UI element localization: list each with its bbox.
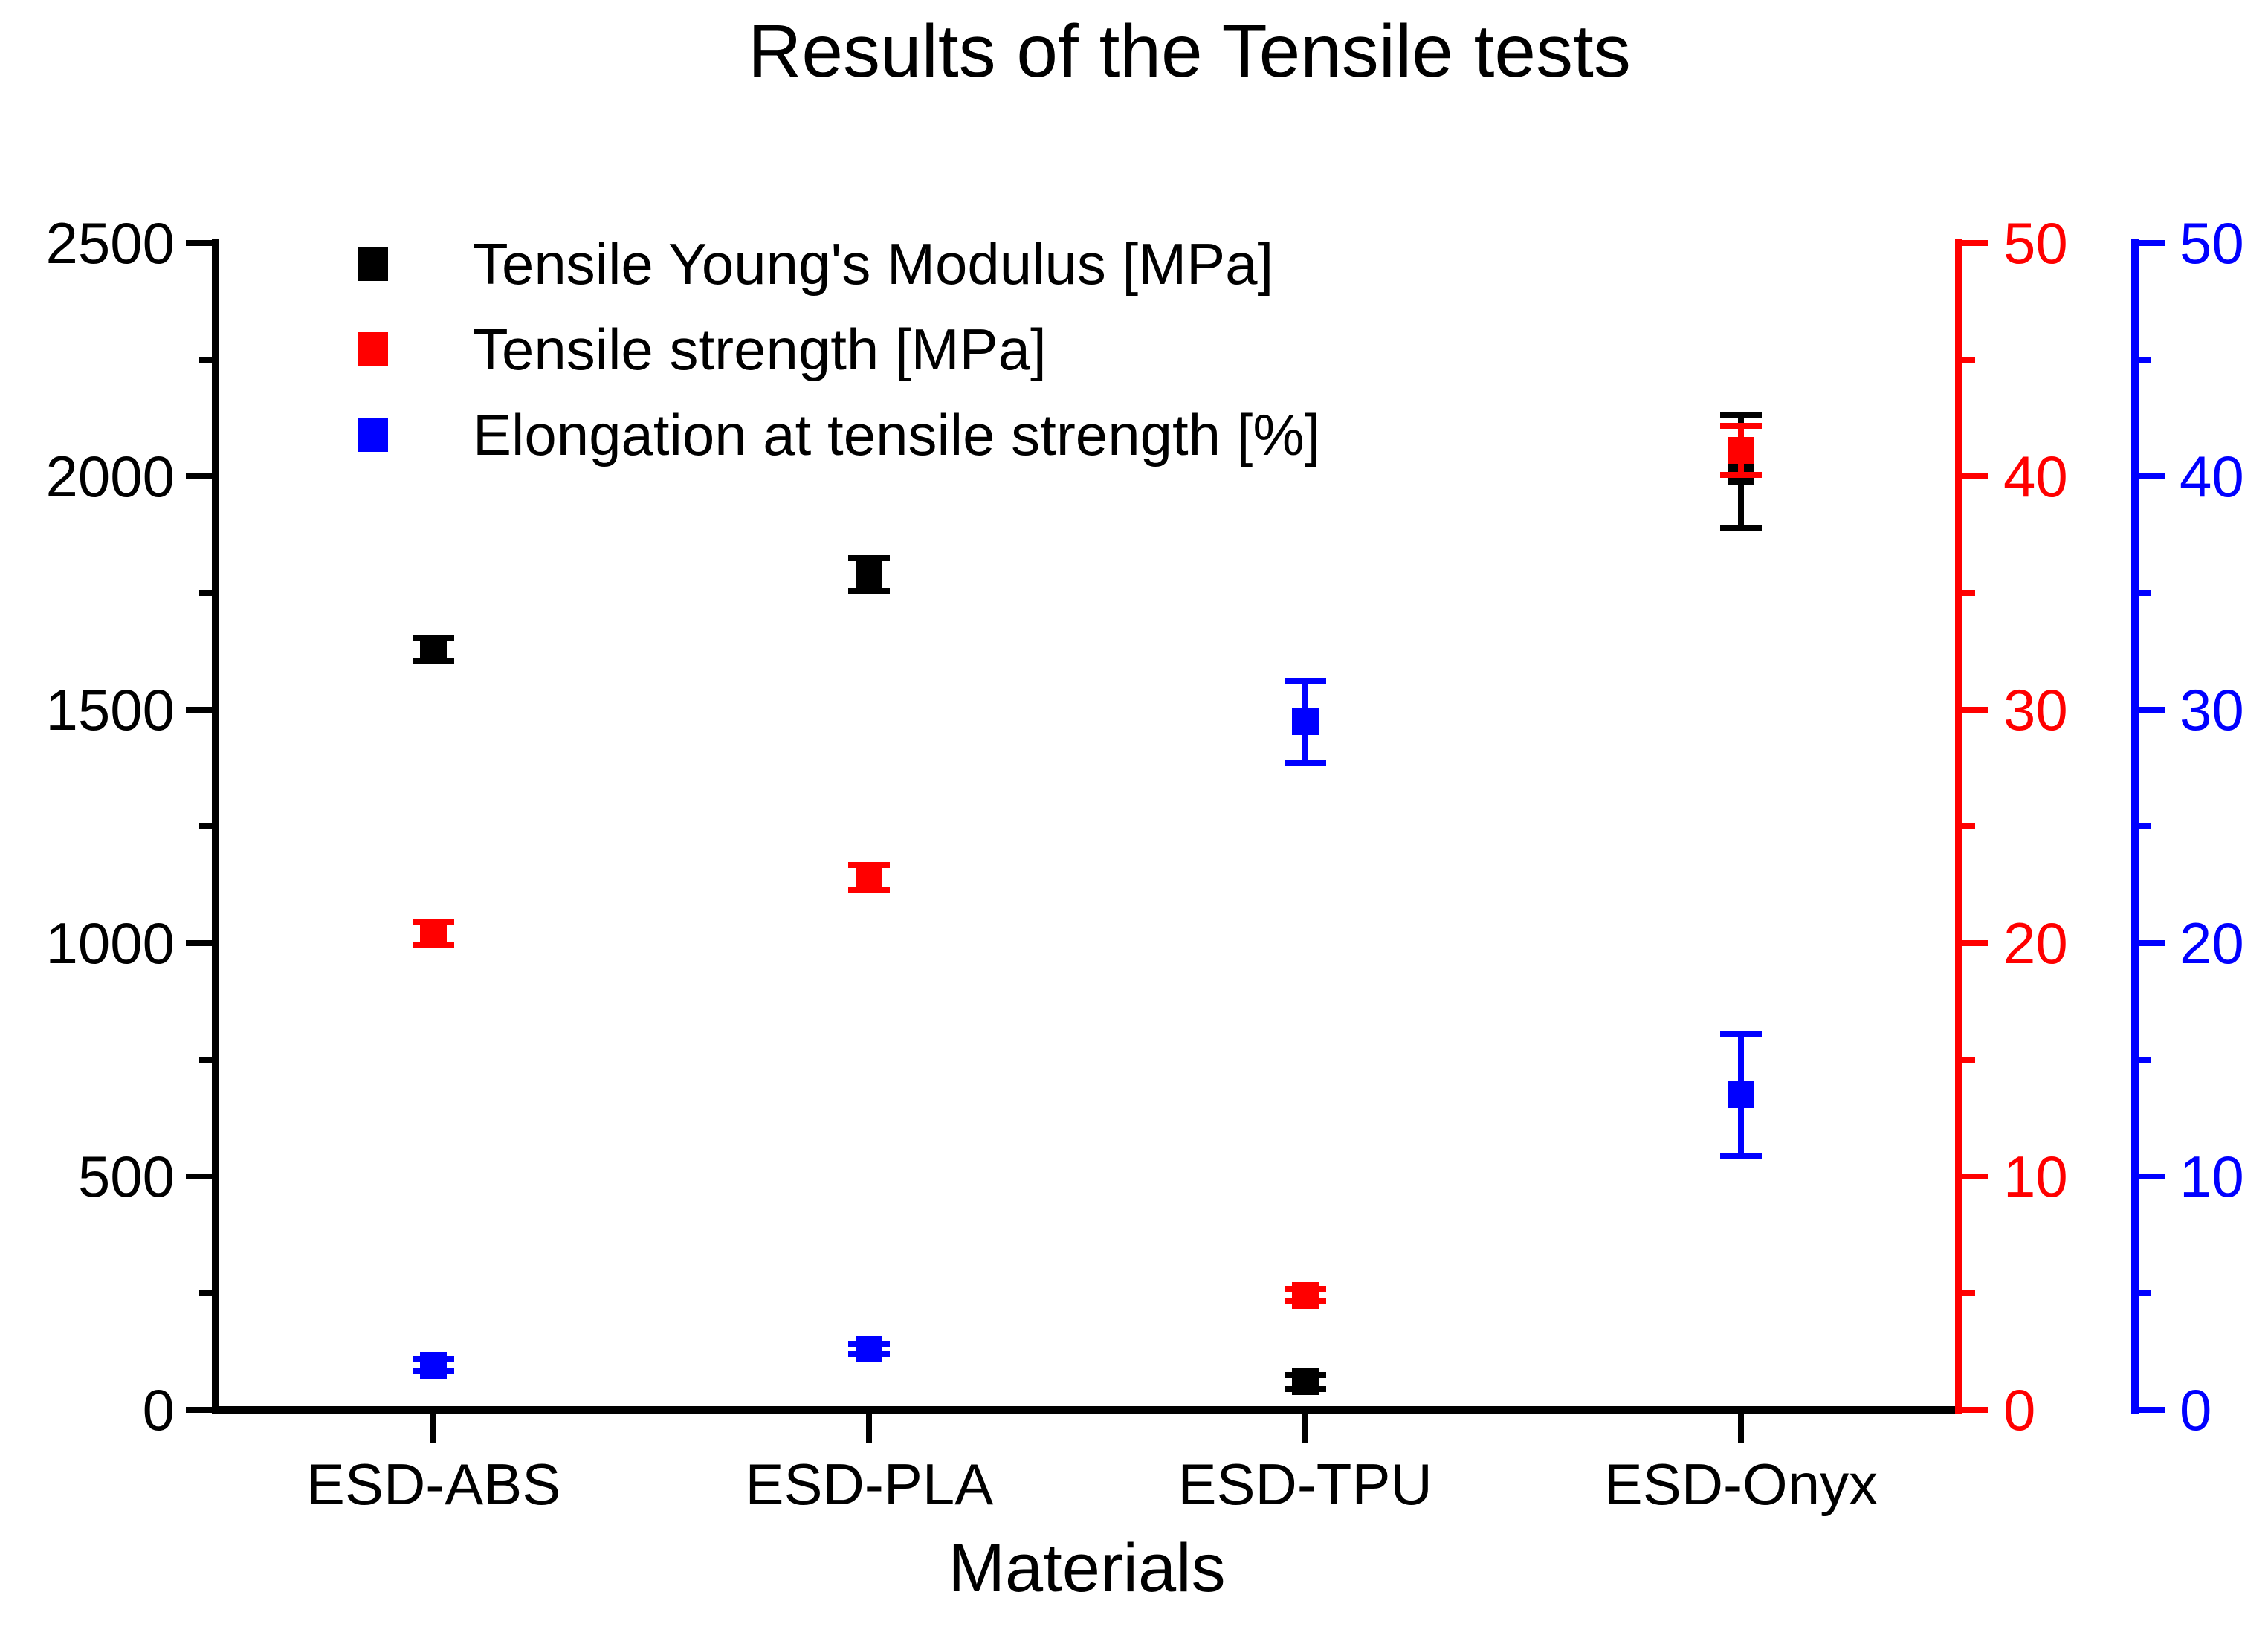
y-axis-left-minor-tick (199, 1290, 216, 1296)
data-point-series3-ESD-TPU (1291, 708, 1319, 735)
y-axis-blue-tick-label: 0 (2180, 1377, 2212, 1443)
y-axis-left-tick-label: 2500 (45, 210, 175, 276)
y-axis-red-major-tick (1959, 1407, 1988, 1413)
y-axis-left-minor-tick (199, 1057, 216, 1063)
y-axis-red-minor-tick (1959, 1290, 1975, 1296)
y-axis-left-minor-tick (199, 590, 216, 596)
y-axis-red-tick-label: 10 (2003, 1144, 2068, 1209)
y-axis-left-major-tick (186, 240, 216, 246)
y-axis-blue-major-tick (2135, 707, 2165, 713)
error-bar-cap-bottom (848, 587, 891, 594)
legend-label-2: Tensile strength [MPa] (473, 317, 1047, 382)
y-axis-blue-tick-label: 10 (2180, 1144, 2244, 1209)
legend-marker-3 (358, 418, 388, 452)
y-axis-left-tick-label: 500 (77, 1144, 175, 1209)
x-axis-tick (866, 1414, 873, 1443)
y-axis-blue-tick-label: 40 (2180, 444, 2244, 509)
y-axis-red-minor-tick (1959, 357, 1975, 363)
error-bar-cap-bottom (1719, 472, 1762, 479)
error-bar-cap-top (1719, 412, 1762, 419)
data-point-series3-ESD-Onyx (1727, 1081, 1754, 1109)
y-axis-left-line (212, 239, 219, 1414)
y-axis-red-major-tick (1959, 1174, 1988, 1179)
y-axis-left-minor-tick (199, 357, 216, 363)
y-axis-red-major-tick (1959, 473, 1988, 479)
data-point-series2-ESD-TPU (1291, 1282, 1319, 1310)
x-axis-category-label: ESD-PLA (745, 1451, 994, 1517)
y-axis-blue-minor-tick (2135, 357, 2151, 363)
y-axis-red-tick-label: 0 (2003, 1377, 2036, 1443)
y-axis-left-major-tick (186, 1407, 216, 1413)
x-axis-tick (1302, 1414, 1308, 1443)
y-axis-red-major-tick (1959, 240, 1988, 246)
y-axis-blue-minor-tick (2135, 1290, 2151, 1296)
error-bar-cap-bottom (1719, 1152, 1762, 1159)
data-point-series1-ESD-PLA (856, 560, 883, 588)
error-bar-cap-top (1284, 677, 1326, 684)
y-axis-red-tick-label: 50 (2003, 210, 2068, 276)
y-axis-left-tick-label: 1500 (45, 677, 175, 742)
data-point-series3-ESD-ABS (420, 1352, 448, 1379)
y-axis-blue-major-tick (2135, 940, 2165, 946)
y-axis-blue-major-tick (2135, 240, 2165, 246)
y-axis-red-tick-label: 30 (2003, 677, 2068, 742)
data-point-series1-ESD-TPU (1291, 1368, 1319, 1396)
error-bar-cap-bottom (1284, 759, 1326, 766)
y-axis-blue-tick-label: 30 (2180, 677, 2244, 742)
y-axis-blue-tick-label: 50 (2180, 210, 2244, 276)
y-axis-left-major-tick (186, 940, 216, 946)
y-axis-blue-minor-tick (2135, 1057, 2151, 1063)
data-point-series2-ESD-Onyx (1727, 437, 1754, 465)
y-axis-left-minor-tick (199, 823, 216, 829)
legend-label-3: Elongation at tensile strength [%] (473, 402, 1321, 467)
y-axis-blue-minor-tick (2135, 823, 2151, 829)
x-axis-line (212, 1406, 1962, 1414)
y-axis-red-major-tick (1959, 707, 1988, 713)
y-axis-red-tick-label: 40 (2003, 444, 2068, 509)
y-axis-blue-major-tick (2135, 473, 2165, 479)
legend-marker-2 (358, 332, 388, 366)
x-axis-category-label: ESD-Onyx (1603, 1451, 1878, 1517)
y-axis-left-tick-label: 0 (142, 1377, 175, 1443)
y-axis-blue-major-tick (2135, 1407, 2165, 1413)
y-axis-left-major-tick (186, 1174, 216, 1179)
error-bar-cap-top (848, 554, 891, 561)
y-axis-red-minor-tick (1959, 823, 1975, 829)
error-bar-cap-bottom (1719, 525, 1762, 531)
y-axis-blue-tick-label: 20 (2180, 910, 2244, 976)
x-axis-category-label: ESD-ABS (306, 1451, 561, 1517)
x-axis-category-label: ESD-TPU (1177, 1451, 1432, 1517)
error-bar-cap-top (1719, 1031, 1762, 1038)
data-point-series2-ESD-ABS (420, 920, 448, 948)
chart-title: Results of the Tensile tests (748, 10, 1631, 93)
data-point-series1-ESD-ABS (420, 635, 448, 663)
y-axis-left-major-tick (186, 473, 216, 479)
y-axis-left-major-tick (186, 707, 216, 713)
error-bar-cap-top (1719, 423, 1762, 430)
y-axis-blue-minor-tick (2135, 590, 2151, 596)
data-point-series3-ESD-PLA (856, 1336, 883, 1363)
x-axis-tick (430, 1414, 437, 1443)
y-axis-left-tick-label: 2000 (45, 444, 175, 509)
y-axis-red-tick-label: 20 (2003, 910, 2068, 976)
y-axis-red-major-tick (1959, 940, 1988, 946)
y-axis-blue-major-tick (2135, 1174, 2165, 1179)
legend-label-1: Tensile Young's Modulus [MPa] (473, 231, 1274, 297)
y-axis-red-minor-tick (1959, 1057, 1975, 1063)
x-axis-title: Materials (948, 1530, 1226, 1606)
x-axis-tick (1737, 1414, 1744, 1443)
y-axis-red-minor-tick (1959, 590, 1975, 596)
data-point-series2-ESD-PLA (856, 864, 883, 892)
legend-marker-1 (358, 247, 388, 281)
y-axis-left-tick-label: 1000 (45, 910, 175, 976)
